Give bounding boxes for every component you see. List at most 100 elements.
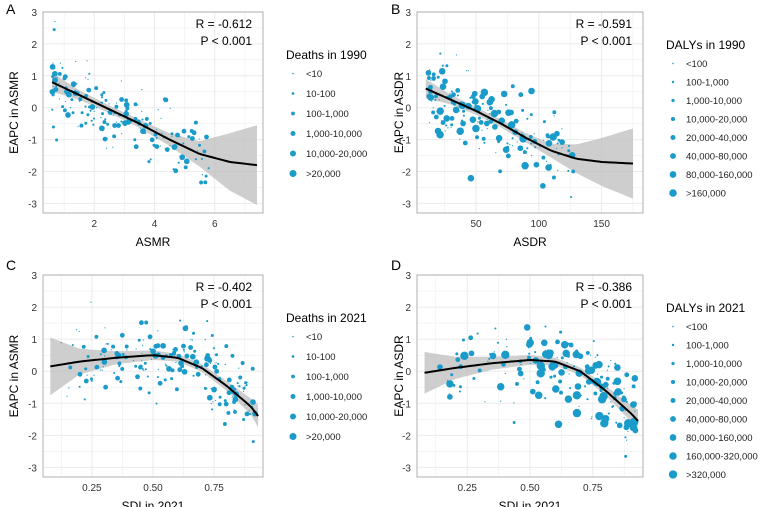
data-point	[177, 367, 183, 373]
data-point	[621, 407, 623, 409]
data-point	[443, 115, 451, 122]
data-point	[449, 92, 451, 94]
data-point	[181, 368, 188, 375]
data-point	[56, 76, 58, 78]
data-point	[164, 363, 166, 365]
y-tick-label: -3	[402, 199, 411, 210]
data-point	[446, 380, 454, 388]
data-point	[215, 362, 217, 364]
data-point	[521, 132, 523, 134]
data-point	[182, 142, 185, 145]
data-point	[230, 353, 235, 358]
data-point	[624, 372, 630, 378]
data-point	[133, 102, 138, 107]
data-point	[591, 416, 593, 418]
data-point	[487, 109, 489, 111]
data-point	[478, 148, 480, 150]
data-point	[450, 373, 454, 377]
data-point	[115, 375, 120, 381]
data-point	[521, 108, 525, 112]
legend-symbol	[290, 150, 296, 157]
data-point	[522, 150, 527, 155]
data-point	[189, 353, 196, 360]
data-point	[156, 375, 159, 379]
data-point	[116, 123, 121, 128]
data-point	[633, 426, 636, 428]
data-point	[69, 107, 72, 109]
data-point	[534, 146, 537, 149]
data-point	[542, 120, 546, 124]
data-point	[75, 329, 78, 331]
y-tick-label: -3	[28, 463, 37, 474]
data-point	[483, 120, 490, 127]
data-point	[125, 106, 130, 111]
y-tick-label: -1	[402, 136, 411, 147]
data-point	[505, 338, 508, 340]
panel-letter: B	[391, 1, 400, 17]
data-point	[144, 320, 149, 325]
data-point	[90, 377, 93, 381]
data-point	[486, 98, 494, 106]
data-point	[84, 121, 88, 125]
data-point	[470, 94, 476, 99]
data-point	[631, 375, 639, 382]
data-point	[190, 136, 195, 141]
legend-symbol	[292, 335, 294, 338]
data-point	[237, 385, 239, 387]
data-point	[459, 110, 461, 112]
data-point	[439, 83, 447, 90]
data-point	[201, 174, 204, 176]
data-point	[174, 387, 179, 392]
data-point	[445, 124, 448, 127]
data-point	[495, 134, 503, 142]
data-point	[52, 85, 54, 87]
data-point	[188, 345, 194, 350]
data-point	[155, 136, 158, 139]
data-point	[240, 361, 245, 365]
data-point	[106, 122, 110, 126]
data-point	[626, 439, 628, 441]
legend-symbol	[670, 379, 676, 385]
data-point	[439, 52, 442, 55]
data-point	[112, 123, 117, 128]
data-point	[572, 391, 582, 400]
data-point	[205, 353, 211, 358]
data-point	[487, 360, 489, 362]
data-point	[443, 104, 446, 108]
data-point	[242, 386, 246, 390]
data-point	[544, 397, 547, 400]
data-point	[86, 113, 90, 117]
panel-b: B -3 -2 -1 0 1 2 3 50 100 150 ASDR EAPC in ASDR R = -…	[391, 1, 753, 249]
data-point	[115, 102, 118, 104]
data-point	[181, 343, 186, 349]
data-point	[440, 120, 446, 125]
data-point	[86, 88, 89, 91]
data-point	[556, 356, 558, 359]
data-point	[481, 129, 483, 131]
data-point	[144, 131, 147, 135]
data-point	[112, 134, 117, 139]
data-point	[117, 352, 120, 354]
data-point	[244, 411, 250, 417]
trend-line	[425, 87, 634, 165]
data-point	[214, 353, 217, 356]
data-point	[143, 369, 145, 372]
data-point	[578, 386, 580, 388]
data-point	[624, 436, 627, 439]
data-point	[488, 357, 491, 360]
data-point	[491, 111, 497, 117]
data-point	[526, 117, 529, 120]
legend-label: 100-1,000	[306, 109, 349, 120]
data-point	[134, 364, 138, 368]
legend-symbol	[671, 343, 675, 347]
plot-border	[42, 274, 264, 478]
data-point	[89, 109, 92, 112]
data-point	[559, 139, 565, 145]
data-point	[436, 75, 440, 79]
data-point	[79, 100, 81, 102]
data-point	[58, 98, 60, 100]
data-point	[462, 109, 466, 113]
x-axis-label: SDI in 2021	[122, 499, 185, 507]
data-point	[238, 367, 240, 369]
